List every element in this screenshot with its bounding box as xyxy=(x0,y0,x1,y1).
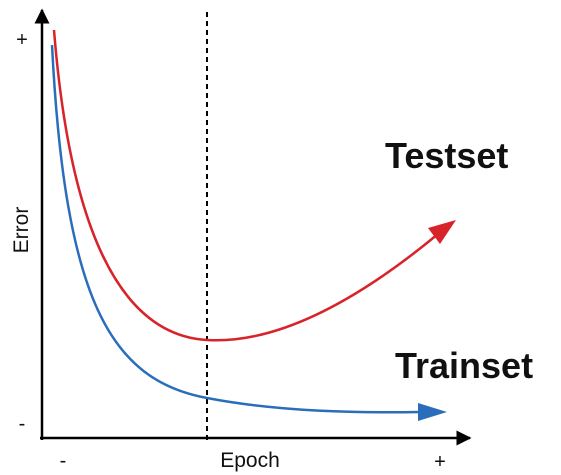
test-label: Testset xyxy=(385,135,508,176)
y-top-label: + xyxy=(16,29,28,51)
y-bottom-label: - xyxy=(19,413,26,435)
x-left-label: - xyxy=(60,450,67,472)
train-curve xyxy=(50,44,421,414)
train-label: Trainset xyxy=(395,345,533,386)
x-axis-label: Epoch xyxy=(220,449,280,472)
y-axis-label: Error xyxy=(10,207,33,254)
train-arrowhead xyxy=(418,403,447,421)
x-right-label: + xyxy=(434,451,446,473)
test-arrowhead xyxy=(428,220,456,244)
test-curve xyxy=(52,29,439,342)
